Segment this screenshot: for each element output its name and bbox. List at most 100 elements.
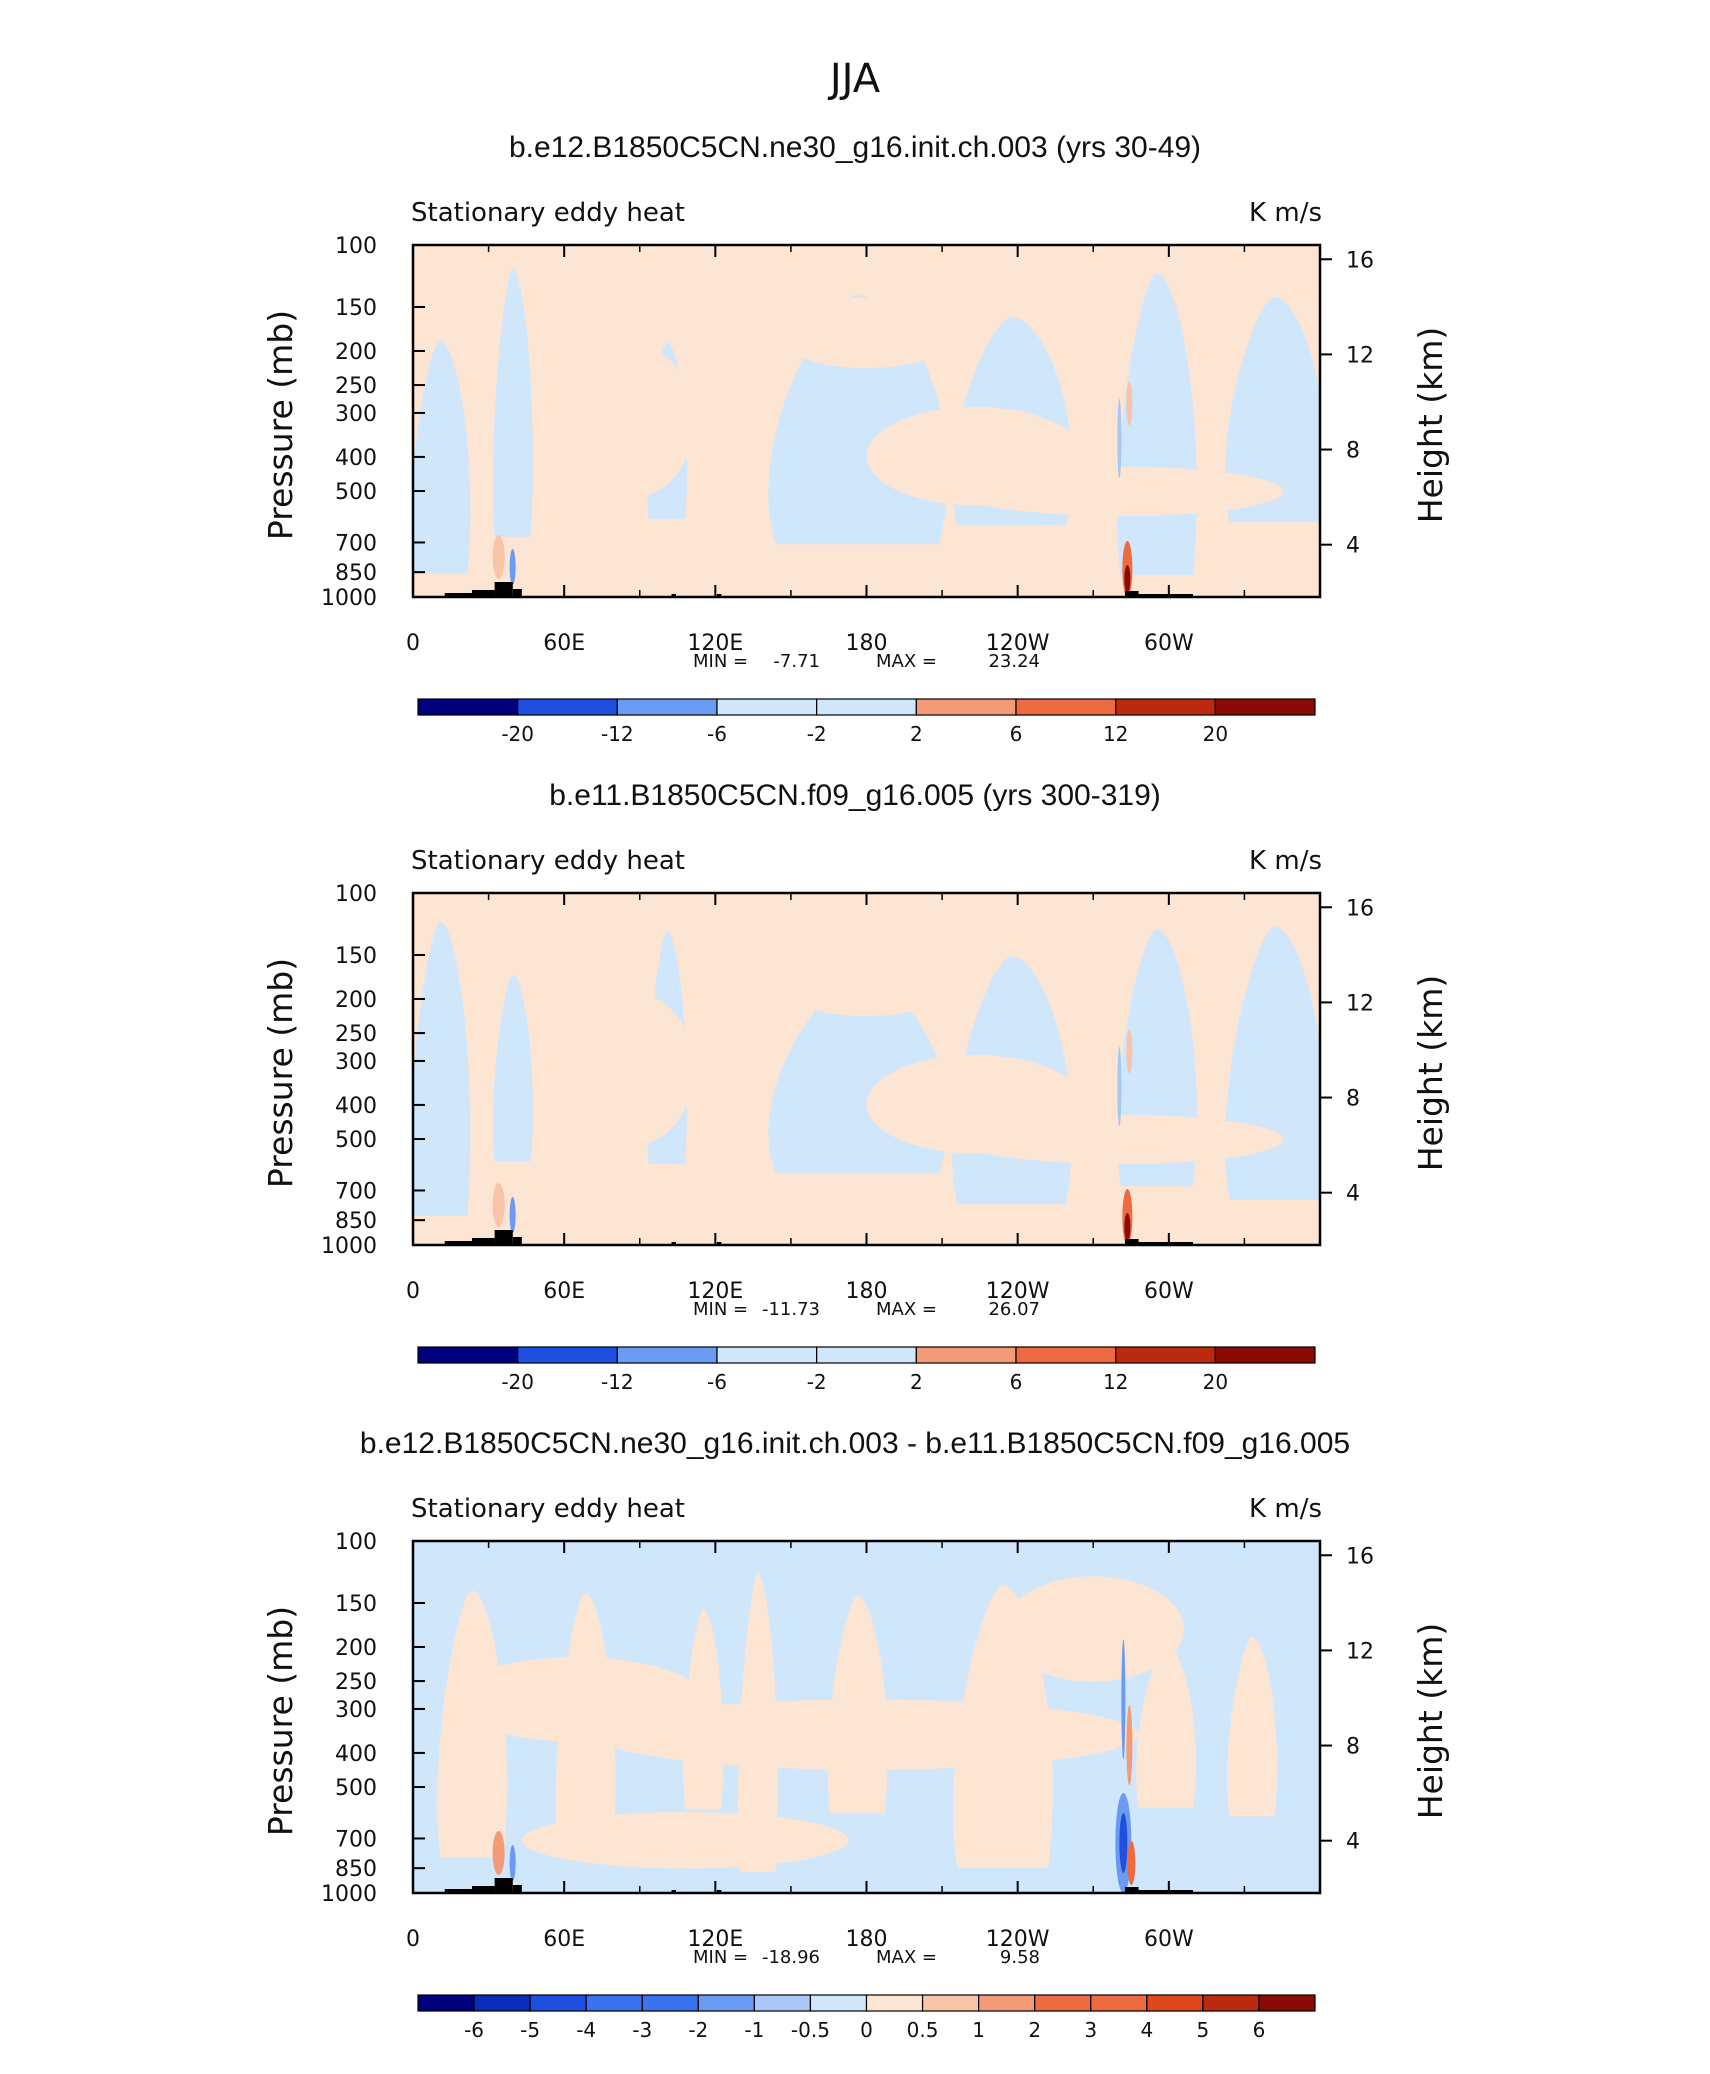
anomaly-core — [1124, 565, 1131, 593]
y-axis-title: Pressure (mb) — [261, 958, 300, 1188]
y2-axis-title: Height (km) — [1411, 975, 1450, 1172]
colorbar-label: 6 — [1010, 1370, 1023, 1394]
topography — [1124, 1239, 1139, 1245]
colorbar-box — [915, 698, 1017, 716]
colorbar-box — [716, 1346, 818, 1364]
y-tick-label: 250 — [335, 1670, 377, 1695]
colorbar-label: 12 — [1103, 1370, 1128, 1394]
colorbar-box — [585, 1994, 643, 2012]
anomaly-upper — [1121, 1639, 1126, 1760]
colorbar-box — [978, 1994, 1036, 2012]
x-tick-label: 0 — [406, 631, 420, 656]
y2-tick-label: 16 — [1346, 1544, 1374, 1569]
field — [413, 1541, 1320, 1893]
max-label: MAX = — [876, 1299, 937, 1320]
colorbar-box — [417, 698, 519, 716]
y-tick-label: 850 — [335, 561, 377, 586]
topography — [716, 1242, 722, 1245]
colorbar-box — [915, 1346, 1017, 1364]
min-label: MIN = — [693, 1299, 748, 1320]
y2-tick-label: 8 — [1346, 1087, 1360, 1112]
topography — [494, 1230, 513, 1245]
y2-axis-title: Height (km) — [1411, 327, 1450, 524]
anomaly-east — [492, 1183, 505, 1227]
y-tick-label: 200 — [335, 340, 377, 365]
x-tick-label: 120W — [986, 1279, 1050, 1304]
contour-blob — [957, 1114, 1284, 1165]
topography — [1124, 1887, 1139, 1893]
colorbar-box — [417, 1994, 475, 2012]
topography — [494, 582, 513, 597]
anomaly-core — [1127, 1841, 1136, 1885]
y-tick-label: 300 — [335, 1698, 377, 1723]
colorbar-label: 1 — [972, 2018, 985, 2042]
y2-tick-label: 16 — [1346, 896, 1374, 921]
y-tick-label: 1000 — [321, 1234, 377, 1259]
colorbar-label: 20 — [1203, 722, 1228, 746]
colorbar-label: -6 — [707, 1370, 727, 1394]
y-tick-label: 500 — [335, 1128, 377, 1153]
y-tick-label: 200 — [335, 1636, 377, 1661]
y2-tick-label: 12 — [1346, 1639, 1374, 1664]
colorbar-label: -4 — [576, 2018, 596, 2042]
panel-title: b.e12.B1850C5CN.ne30_g16.init.ch.003 - b… — [360, 1427, 1350, 1460]
colorbar-label: -3 — [632, 2018, 652, 2042]
topography — [494, 1878, 513, 1893]
min-value: -18.96 — [762, 1947, 820, 1968]
topography — [671, 1242, 677, 1245]
y-tick-label: 700 — [335, 1179, 377, 1204]
anomaly-upper — [1126, 1029, 1133, 1074]
colorbar-box — [921, 1994, 980, 2012]
anomaly-east — [509, 549, 516, 585]
y-axis-title: Pressure (mb) — [261, 1606, 300, 1836]
colorbar-box — [1258, 1994, 1316, 2012]
colorbar-box — [1034, 1994, 1092, 2012]
y2-axis-title: Height (km) — [1411, 1623, 1450, 1820]
colorbar-label: -6 — [707, 722, 727, 746]
units-label: K m/s — [1249, 198, 1322, 228]
panel-3: b.e12.B1850C5CN.ne30_g16.init.ch.003 - b… — [261, 1427, 1450, 2042]
max-value: 26.07 — [988, 1299, 1040, 1320]
topography — [671, 594, 677, 597]
contour-blob — [957, 466, 1284, 517]
colorbar-box — [417, 1346, 519, 1364]
colorbar-label: 6 — [1253, 2018, 1266, 2042]
colorbar-label: -2 — [688, 2018, 708, 2042]
y-tick-label: 300 — [335, 402, 377, 427]
max-label: MAX = — [876, 651, 937, 672]
contour-band — [1227, 1636, 1278, 1817]
min-value: -11.73 — [762, 1299, 820, 1320]
x-tick-label: 0 — [406, 1279, 420, 1304]
contour-blob — [594, 1699, 1139, 1770]
contour-band — [492, 268, 533, 537]
min-label: MIN = — [693, 1947, 748, 1968]
colorbar-box — [697, 1994, 755, 2012]
panel-1: b.e12.B1850C5CN.ne30_g16.init.ch.003 (yr… — [261, 131, 1450, 746]
x-tick-label: 120E — [687, 631, 743, 656]
anomaly-upper — [1126, 1705, 1133, 1786]
x-tick-label: 60E — [543, 1279, 585, 1304]
field — [413, 893, 1320, 1245]
topography — [444, 1241, 472, 1245]
colorbar-box — [816, 1346, 917, 1364]
y-tick-label: 100 — [335, 882, 377, 907]
colorbar-box — [1015, 698, 1117, 716]
topography — [471, 1886, 495, 1893]
contour-blob — [1002, 1576, 1184, 1682]
colorbar-label: -12 — [601, 1370, 634, 1394]
y2-tick-label: 4 — [1346, 534, 1360, 559]
contour-blob — [567, 991, 695, 1147]
y-tick-label: 700 — [335, 531, 377, 556]
topography — [444, 1889, 472, 1893]
topography — [671, 1890, 677, 1893]
y-tick-label: 150 — [335, 944, 377, 969]
contour-band — [437, 1590, 508, 1858]
colorbar-box — [1015, 1346, 1117, 1364]
colorbar-label: -20 — [501, 1370, 534, 1394]
colorbar-box — [616, 698, 718, 716]
max-value: 9.58 — [1000, 1947, 1040, 1968]
colorbar-box — [517, 1346, 618, 1364]
y-tick-label: 700 — [335, 1827, 377, 1852]
colorbar-label: 12 — [1103, 722, 1128, 746]
y-axis-title: Pressure (mb) — [261, 310, 300, 540]
